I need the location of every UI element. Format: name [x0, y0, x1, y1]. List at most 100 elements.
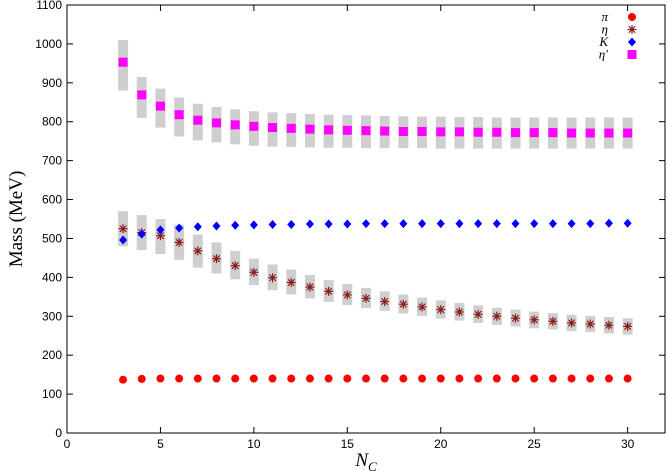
data-point	[193, 222, 202, 232]
data-point	[212, 374, 221, 383]
data-point	[586, 374, 595, 383]
x-tick-label: 5	[157, 437, 164, 451]
data-point	[380, 219, 389, 229]
data-point	[548, 219, 557, 229]
data-point	[155, 101, 165, 111]
data-point	[193, 115, 203, 125]
data-point	[305, 282, 315, 292]
y-tick-label: 400	[42, 270, 62, 284]
data-point	[492, 127, 502, 137]
data-point	[249, 374, 258, 383]
data-point	[436, 305, 446, 315]
legend-marker	[628, 37, 636, 47]
data-point	[287, 374, 296, 383]
data-point	[511, 128, 520, 138]
data-point	[567, 374, 576, 383]
data-point	[343, 219, 352, 229]
data-point	[567, 318, 577, 328]
data-point	[398, 299, 408, 309]
y-tick-label: 700	[42, 154, 62, 168]
data-point	[287, 219, 296, 229]
data-point	[399, 374, 408, 383]
data-point	[137, 374, 146, 383]
data-point	[305, 219, 314, 229]
data-point	[511, 313, 520, 323]
data-point	[623, 128, 633, 138]
data-point	[137, 229, 146, 239]
uncertainty-bands	[118, 40, 633, 335]
data-point	[343, 374, 352, 383]
data-point	[604, 320, 614, 330]
data-point	[548, 374, 557, 383]
axis-ticks: 0 5 10 15 20 25 300100200300400500600700800900…	[35, 0, 665, 451]
data-point	[230, 261, 240, 271]
y-tick-label: 500	[42, 231, 62, 245]
legend-label: K	[598, 34, 609, 49]
data-point	[305, 374, 314, 383]
data-point	[362, 219, 370, 229]
data-point	[604, 218, 613, 228]
data-point	[137, 90, 147, 100]
data-point	[398, 126, 408, 136]
x-axis-title-subscript: C	[368, 459, 377, 473]
data-point	[212, 118, 221, 128]
y-tick-label: 800	[42, 115, 62, 129]
data-point	[492, 311, 502, 321]
data-point	[119, 235, 128, 245]
data-point	[286, 123, 296, 133]
data-point	[174, 110, 184, 120]
x-axis-title: NC	[354, 450, 377, 473]
x-tick-label: 30	[621, 437, 635, 451]
data-point	[454, 127, 464, 137]
data-point	[193, 374, 202, 383]
data-points	[118, 57, 633, 384]
data-point	[380, 126, 390, 136]
data-point	[175, 223, 184, 233]
data-point	[362, 374, 370, 383]
y-tick-label: 100	[42, 387, 62, 401]
x-tick-label: 15	[341, 437, 355, 451]
y-tick-label: 1000	[35, 37, 62, 51]
data-point	[417, 302, 427, 312]
data-point	[548, 128, 558, 138]
data-point	[399, 219, 408, 229]
data-point	[342, 125, 352, 135]
y-tick-label: 600	[42, 193, 62, 207]
data-point	[567, 219, 576, 229]
data-point	[623, 321, 633, 331]
data-point	[361, 293, 371, 303]
data-point	[623, 218, 632, 228]
x-axis-title-main: N	[354, 450, 369, 471]
data-point	[529, 315, 539, 325]
plot-frame	[66, 4, 666, 434]
data-point	[418, 219, 427, 229]
y-tick-label: 1100	[36, 0, 62, 12]
legend-marker	[627, 50, 637, 59]
y-tick-label: 200	[42, 348, 62, 362]
x-tick-label: 20	[434, 437, 448, 451]
data-point	[623, 374, 632, 383]
data-point	[268, 219, 277, 229]
data-point	[474, 374, 483, 383]
data-point	[324, 374, 333, 383]
legend-label: η′	[599, 47, 608, 62]
data-point	[230, 120, 240, 130]
data-point	[380, 296, 390, 306]
legend-marker	[628, 13, 636, 21]
data-point	[156, 225, 165, 235]
data-point	[118, 224, 128, 234]
data-point	[268, 123, 278, 133]
data-point	[586, 219, 595, 229]
legend-label: η	[602, 22, 608, 37]
data-point	[175, 374, 184, 383]
data-point	[156, 374, 165, 383]
data-point	[231, 220, 240, 230]
data-point	[604, 128, 614, 138]
data-point	[492, 374, 501, 383]
y-tick-label: 0	[55, 426, 62, 440]
data-point	[249, 220, 258, 230]
data-point	[511, 374, 520, 383]
legend-label: π	[601, 9, 608, 24]
